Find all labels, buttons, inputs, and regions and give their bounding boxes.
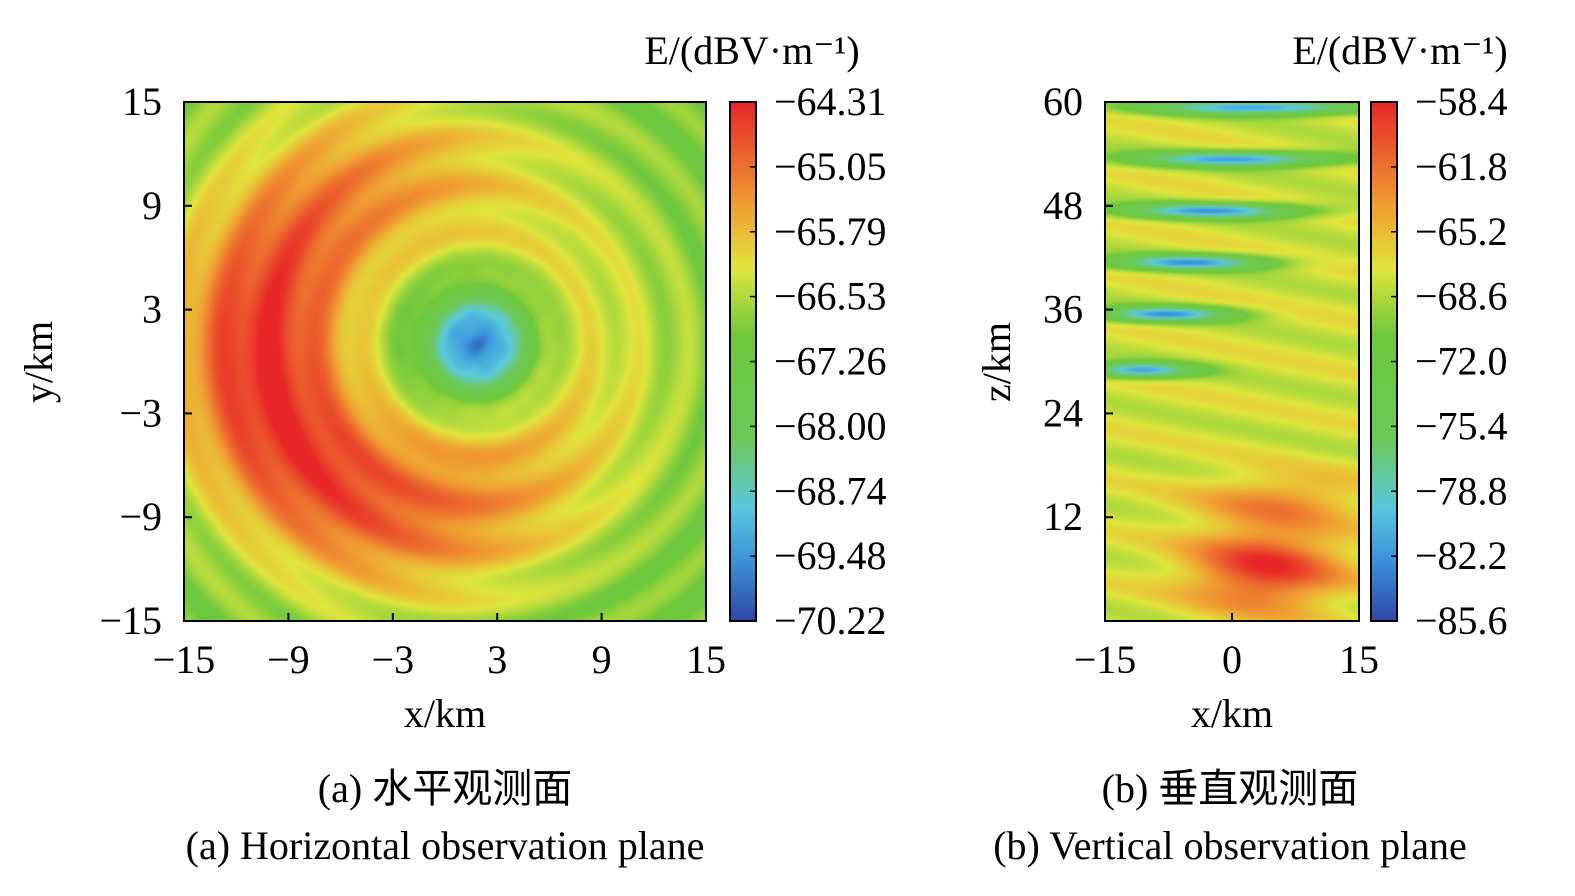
colorbar-ticks-a: −64.31 −65.05 −65.79 −66.53 −67.26 −68.00 −68.… (750, 79, 887, 643)
colorbar-tick-label-b-1: −61.8 (1415, 144, 1508, 189)
colorbar-tick-label-b-8: −85.6 (1415, 598, 1508, 643)
y-tick-label-b-4: 12 (1043, 494, 1083, 539)
x-axis-label-b: x/km (1191, 691, 1273, 736)
colorbar-tick-label-a-0: −64.31 (774, 79, 887, 124)
y-tick-label-a-1: 9 (142, 183, 162, 228)
x-tick-label-b-0: −15 (1074, 637, 1137, 682)
colorbar-tick-label-a-5: −68.00 (774, 403, 887, 448)
x-tick-label-a-3: 3 (487, 637, 507, 682)
panel-label-a: (a) 水平观测面 (317, 766, 573, 811)
x-tick-label-a-2: −3 (372, 637, 415, 682)
y-tick-label-b-3: 24 (1043, 390, 1083, 435)
colorbar-tick-label-b-2: −65.2 (1415, 209, 1508, 254)
caption-b: (b) Vertical observation plane (993, 823, 1467, 868)
caption-a: (a) Horizontal observation plane (185, 823, 705, 868)
y-tick-label-a-0: 15 (122, 79, 162, 124)
colorbar-ticks-b: −58.4 −61.8 −65.2 −68.6 −72.0 −75.4 −78.8 −82.2… (1391, 79, 1508, 643)
x-tick-label-a-0: −15 (153, 637, 216, 682)
colorbar-tick-label-a-2: −65.79 (774, 209, 887, 254)
x-tick-label-a-1: −9 (267, 637, 310, 682)
x-axis-label-a: x/km (404, 691, 486, 736)
y-tick-label-a-5: −15 (99, 598, 162, 643)
y-tick-label-b-0: 60 (1043, 79, 1083, 124)
colorbar-tick-label-b-7: −82.2 (1415, 533, 1508, 578)
heatmap-a (184, 102, 706, 621)
panel-b: −15 0 15 60 48 36 24 12 x/km z/km −58.4 −61.8 −65… (974, 28, 1508, 736)
heatmap-b (1105, 102, 1359, 621)
colorbar-tick-label-a-8: −70.22 (774, 598, 887, 643)
colorbar-tick-label-b-4: −72.0 (1415, 339, 1508, 384)
x-tick-label-a-4: 9 (592, 637, 612, 682)
colorbar-tick-label-b-0: −58.4 (1415, 79, 1508, 124)
panel-label-b: (b) 垂直观测面 (1101, 766, 1359, 811)
axis-ticks-a: −15 −9 −3 3 9 15 15 9 3 −3 −9 −15 (99, 79, 726, 682)
y-tick-label-b-1: 48 (1043, 183, 1083, 228)
colorbar-tick-label-a-1: −65.05 (774, 144, 887, 189)
colorbar-title-b: E/(dBV·m⁻¹) (1292, 28, 1507, 73)
axis-ticks-b: −15 0 15 60 48 36 24 12 (1043, 79, 1379, 682)
colorbar-tick-label-b-5: −75.4 (1415, 403, 1508, 448)
y-tick-label-a-3: −3 (119, 390, 162, 435)
x-tick-label-a-5: 15 (686, 637, 726, 682)
colorbar-title-a: E/(dBV·m⁻¹) (644, 28, 859, 73)
y-tick-label-a-4: −9 (119, 494, 162, 539)
x-tick-label-b-1: 0 (1222, 637, 1242, 682)
colorbar-tick-label-a-3: −66.53 (774, 274, 887, 319)
colorbar-tick-label-a-7: −69.48 (774, 533, 887, 578)
colorbar-tick-label-a-6: −68.74 (774, 468, 887, 513)
y-axis-label-b: z/km (974, 322, 1019, 402)
y-tick-label-b-2: 36 (1043, 287, 1083, 332)
colorbar-tick-label-b-6: −78.8 (1415, 468, 1508, 513)
plot-frame-a (183, 101, 707, 622)
y-tick-label-a-2: 3 (142, 287, 162, 332)
x-tick-label-b-2: 15 (1339, 637, 1379, 682)
y-axis-label-a: y/km (16, 321, 61, 403)
colorbar-tick-label-b-3: −68.6 (1415, 274, 1508, 319)
colorbar-tick-label-a-4: −67.26 (774, 339, 887, 384)
